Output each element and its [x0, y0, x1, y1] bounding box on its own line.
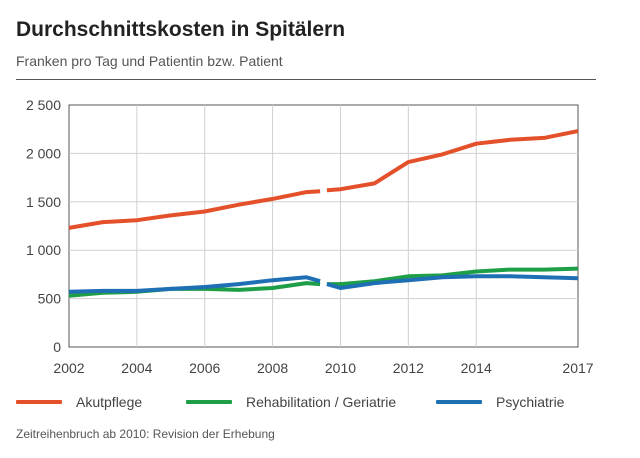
- x-tick-label: 2008: [257, 360, 288, 376]
- line-chart: 0 500 1 000 1 500 2 000 2 500 2002 2004 2006 2008…: [26, 97, 594, 376]
- x-tick-label: 2014: [461, 360, 492, 376]
- legend-label-rehabilitation: Rehabilitation / Geriatrie: [246, 394, 397, 410]
- legend-swatch-psychiatrie: [436, 400, 482, 404]
- chart-subtitle: Franken pro Tag und Patientin bzw. Patie…: [16, 53, 283, 69]
- x-tick-label: 2012: [393, 360, 424, 376]
- x-tick-label: 2010: [325, 360, 356, 376]
- title-divider: [16, 79, 596, 80]
- x-tick-label: 2002: [53, 360, 84, 376]
- y-tick-label: 2 000: [26, 145, 61, 161]
- series-line-1-segment-2: [326, 129, 579, 193]
- series-line-1-segment-1: [68, 189, 321, 230]
- footnote: Zeitreihenbruch ab 2010: Revision der Er…: [16, 427, 275, 441]
- legend: Akutpflege Rehabilitation / Geriatrie Ps…: [16, 394, 616, 414]
- series-line-3-segment-2: [326, 274, 579, 290]
- legend-item-rehabilitation: Rehabilitation / Geriatrie: [186, 394, 396, 410]
- y-tick-label: 1 000: [26, 242, 61, 258]
- x-tick-label: 2004: [121, 360, 152, 376]
- chart-title: Durchschnittskosten in Spitälern: [16, 18, 346, 41]
- y-tick-label: 0: [53, 339, 61, 355]
- y-tick-label: 500: [38, 291, 62, 307]
- legend-label-psychiatrie: Psychiatrie: [496, 394, 565, 410]
- x-tick-label: 2006: [189, 360, 220, 376]
- x-tick-label: 2017: [562, 360, 593, 376]
- y-tick-label: 1 500: [26, 194, 61, 210]
- legend-swatch-rehabilitation: [186, 400, 232, 404]
- legend-label-akutpflege: Akutpflege: [76, 394, 143, 410]
- series-line-3-segment-1: [68, 275, 321, 294]
- legend-item-akutpflege: Akutpflege: [16, 394, 142, 410]
- y-tick-label: 2 500: [26, 97, 61, 113]
- legend-item-psychiatrie: Psychiatrie: [436, 394, 564, 410]
- legend-swatch-akutpflege: [16, 400, 62, 404]
